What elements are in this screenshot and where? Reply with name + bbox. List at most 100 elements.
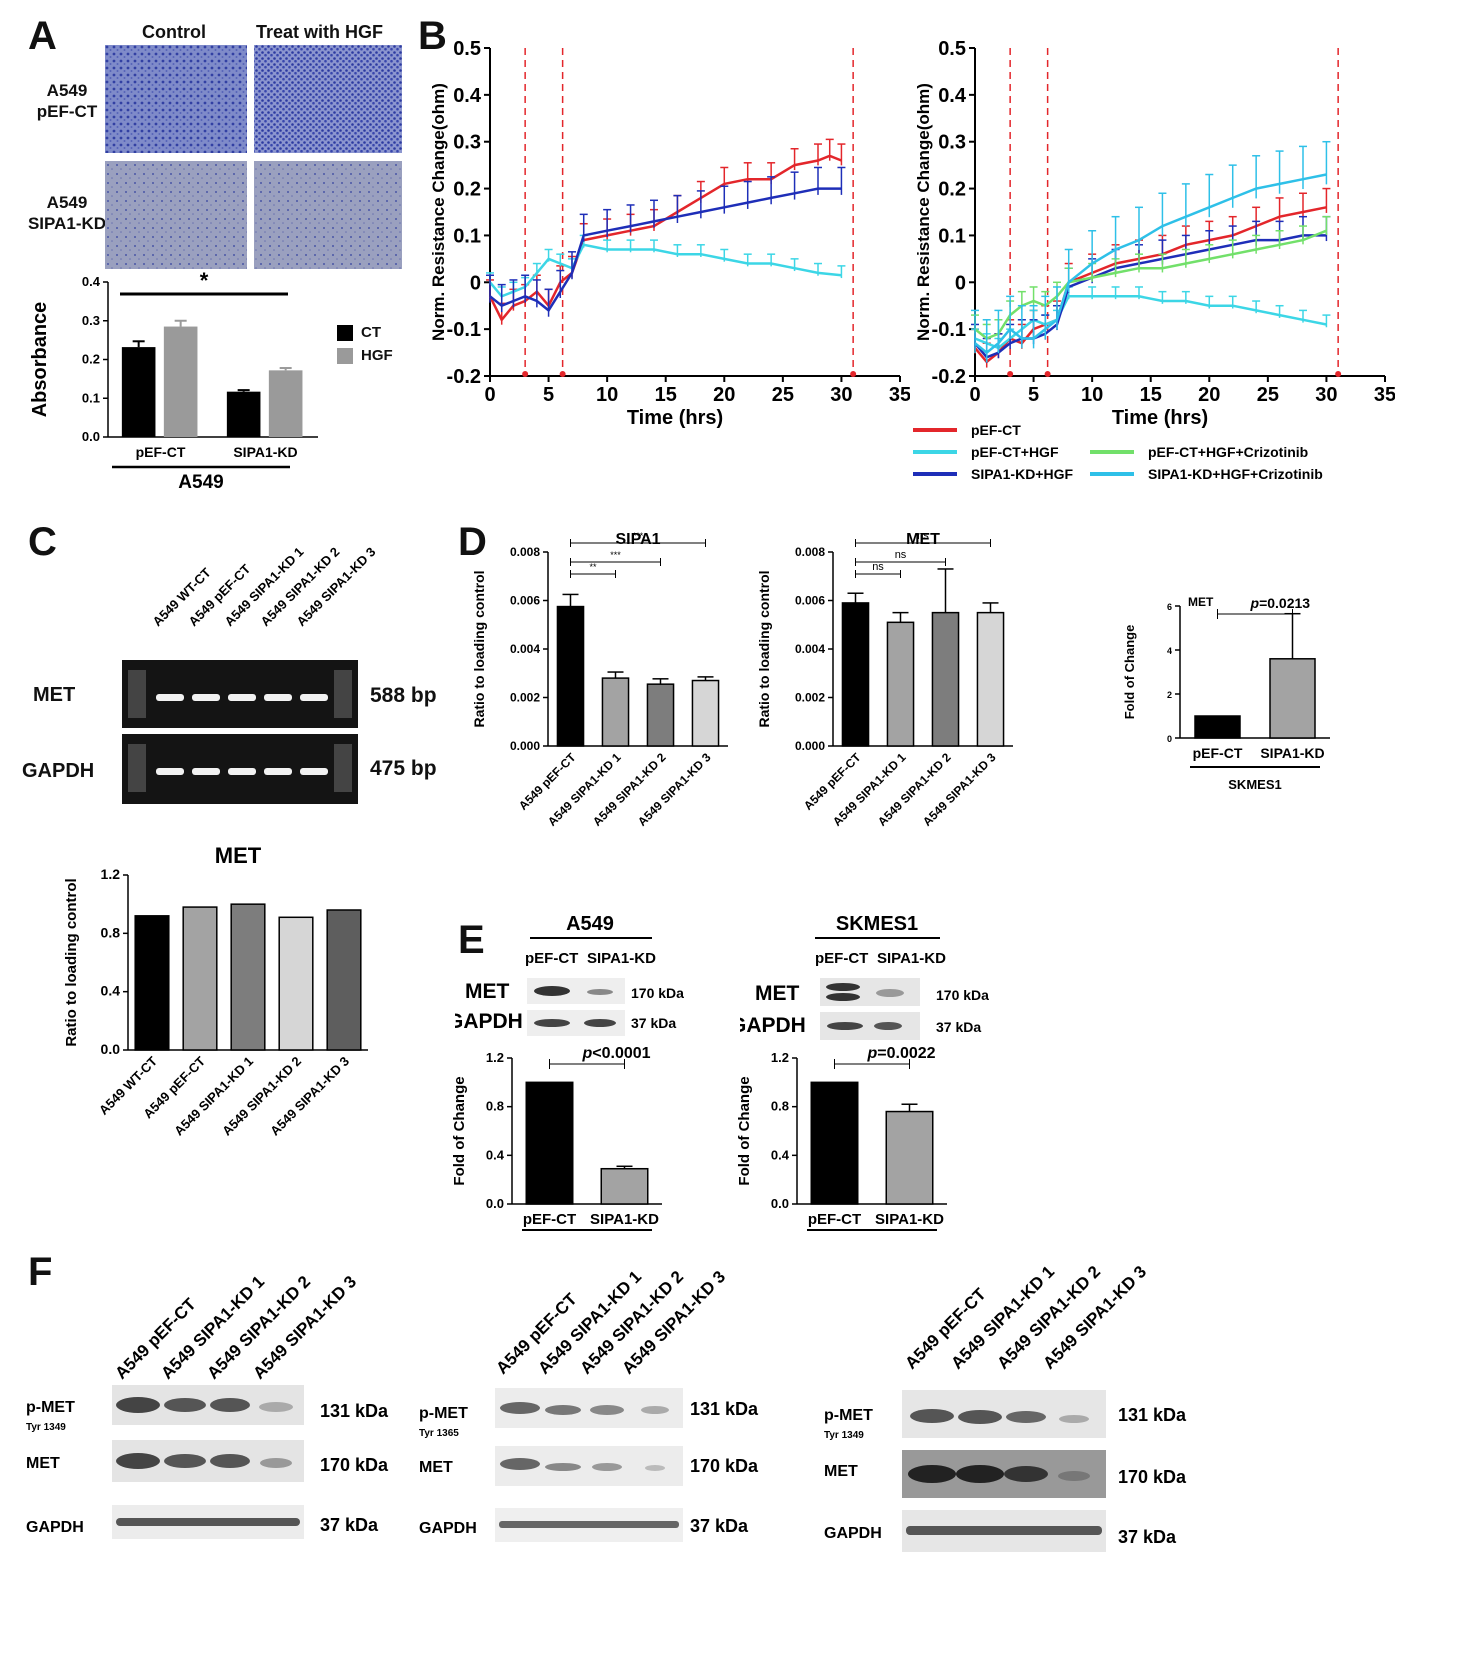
legend-a: CT HGF bbox=[337, 324, 393, 364]
bar bbox=[525, 1081, 574, 1205]
bar bbox=[810, 1081, 859, 1205]
svg-text:Tyr 1349: Tyr 1349 bbox=[824, 1430, 864, 1441]
chart-title: MET bbox=[215, 843, 262, 868]
x-tick-label: 5 bbox=[543, 384, 554, 406]
bar bbox=[134, 915, 170, 1051]
y-tick-label: 0.4 bbox=[101, 983, 121, 999]
chart-d3: 0 2 4 6 Fold of Change MET pEF-CT SIPA1-KD p=0.0… bbox=[1122, 595, 1330, 792]
x-tick-label: 25 bbox=[772, 384, 794, 406]
y-tick-label: 0.006 bbox=[795, 594, 825, 608]
x-axis-label: A549 bbox=[568, 1239, 606, 1240]
series-line-pef-ct bbox=[488, 154, 842, 323]
bar bbox=[931, 611, 960, 747]
p-value-label: p=0.0022 bbox=[867, 1045, 936, 1062]
svg-text:pEF-CT: pEF-CT bbox=[971, 422, 1021, 438]
chart-b2: -0.2 -0.1 0 0.1 0.2 0.3 0.4 0.5 0 5 10 15 20 25 30 35 Ti… bbox=[915, 38, 1395, 429]
significance-label: *** bbox=[610, 550, 621, 560]
blot-f-2: A549 pEF-CT A549 SIPA1-KD 1 A549 SIPA1-K… bbox=[419, 1267, 759, 1542]
event-marker bbox=[559, 371, 566, 377]
significance-label: *** bbox=[633, 531, 644, 541]
svg-text:MET: MET bbox=[26, 1455, 60, 1472]
y-tick-label: 0.3 bbox=[453, 132, 481, 154]
series-line-sipa1-kd-hgf-crizotinib bbox=[974, 173, 1327, 355]
chart-e2: 0.0 0.4 0.8 1.2 Fold of Change pEF-CT SIPA1-KD… bbox=[736, 1045, 947, 1240]
p-value-label: p<0.0001 bbox=[582, 1045, 651, 1062]
svg-text:GAPDH: GAPDH bbox=[419, 1520, 477, 1537]
x-tick-label: 5 bbox=[1028, 384, 1039, 406]
svg-text:SIPA1-KD: SIPA1-KD bbox=[877, 950, 946, 967]
bar bbox=[841, 602, 870, 747]
x-tick-label: SIPA1-KD bbox=[590, 1211, 659, 1228]
svg-text:A549 pEF-CT: A549 pEF-CT bbox=[111, 1294, 200, 1383]
y-axis-label: Absorbance bbox=[29, 302, 51, 418]
transwell-micrographs bbox=[105, 45, 402, 269]
y-tick-label: 0.4 bbox=[771, 1147, 790, 1162]
y-tick-label: 0.000 bbox=[510, 739, 540, 753]
x-tick-label: 35 bbox=[889, 384, 910, 406]
significance-label: ns bbox=[895, 549, 907, 561]
svg-text:131 kDa: 131 kDa bbox=[320, 1401, 389, 1421]
micrograph-kd-control bbox=[105, 161, 247, 269]
bar bbox=[646, 683, 675, 747]
series-line-sipa1-kd-hgf bbox=[974, 234, 1327, 359]
bar bbox=[278, 916, 314, 1051]
event-marker bbox=[1044, 371, 1051, 377]
x-tick-label: 10 bbox=[1081, 384, 1103, 406]
svg-text:MET: MET bbox=[419, 1459, 453, 1476]
y-tick-label: 0.4 bbox=[453, 85, 482, 107]
x-tick-label: pEF-CT bbox=[523, 1211, 576, 1228]
gel-row-met: MET bbox=[33, 684, 76, 706]
event-marker bbox=[522, 371, 529, 377]
y-tick-label: 0.004 bbox=[510, 642, 540, 656]
y-tick-label: 0 bbox=[955, 272, 966, 294]
bar bbox=[121, 347, 156, 437]
event-marker bbox=[1007, 371, 1014, 377]
bar bbox=[885, 1110, 934, 1205]
bar bbox=[600, 1167, 649, 1205]
x-tick-label: 0 bbox=[969, 384, 980, 406]
y-tick-label: 0.1 bbox=[453, 225, 481, 247]
x-tick-label: 15 bbox=[655, 384, 677, 406]
significance-star: * bbox=[200, 270, 209, 293]
y-tick-label: -0.2 bbox=[447, 366, 481, 388]
svg-text:pEF-CT: pEF-CT bbox=[525, 950, 578, 967]
y-tick-label: -0.2 bbox=[932, 366, 966, 388]
y-tick-label: 0.0 bbox=[101, 1041, 121, 1057]
x-tick-label: 35 bbox=[1374, 384, 1395, 406]
svg-text:MET: MET bbox=[755, 982, 800, 1005]
svg-text:37 kDa: 37 kDa bbox=[320, 1515, 379, 1535]
legend-swatch-hgf bbox=[337, 347, 353, 364]
y-tick-label: 0.3 bbox=[82, 313, 100, 328]
panel-label-a: A bbox=[28, 14, 57, 58]
x-axis-label: Time (hrs) bbox=[627, 407, 723, 429]
svg-text:37 kDa: 37 kDa bbox=[936, 1019, 981, 1035]
svg-text:pEF-CT+HGF+Crizotinib: pEF-CT+HGF+Crizotinib bbox=[1148, 444, 1308, 460]
x-tick-label: 20 bbox=[713, 384, 735, 406]
svg-text:SIPA1-KD+HGF+Crizotinib: SIPA1-KD+HGF+Crizotinib bbox=[1148, 466, 1323, 482]
svg-text:MET: MET bbox=[824, 1463, 858, 1480]
bar bbox=[1194, 715, 1241, 739]
svg-text:pEF-CT: pEF-CT bbox=[815, 950, 868, 967]
series-line-pef-ct-hgf bbox=[974, 295, 1327, 350]
panel-label-e: E bbox=[458, 918, 485, 962]
y-tick-label: 6 bbox=[1167, 602, 1172, 612]
y-tick-label: 0.2 bbox=[938, 179, 966, 201]
bar bbox=[976, 611, 1005, 747]
x-axis-label: Time (hrs) bbox=[1112, 407, 1208, 429]
y-tick-label: 0.5 bbox=[453, 38, 481, 60]
y-tick-label: 0.4 bbox=[486, 1147, 505, 1162]
gel-image bbox=[122, 660, 358, 804]
y-tick-label: 1.2 bbox=[101, 866, 121, 882]
y-tick-label: 0.1 bbox=[82, 390, 100, 405]
panel-a-row-1: A549 pEF-CT bbox=[36, 81, 98, 121]
x-tick-label: 15 bbox=[1140, 384, 1162, 406]
svg-text:GAPDH: GAPDH bbox=[455, 1010, 523, 1033]
svg-text:p-MET: p-MET bbox=[419, 1405, 468, 1422]
x-tick-label: SIPA1-KD bbox=[875, 1211, 944, 1228]
y-tick-label: 0.8 bbox=[101, 924, 121, 940]
svg-text:37 kDa: 37 kDa bbox=[690, 1516, 749, 1536]
svg-text:170 kDa: 170 kDa bbox=[631, 985, 684, 1001]
x-tick-label: 0 bbox=[484, 384, 495, 406]
chart-title: MET bbox=[906, 531, 940, 548]
